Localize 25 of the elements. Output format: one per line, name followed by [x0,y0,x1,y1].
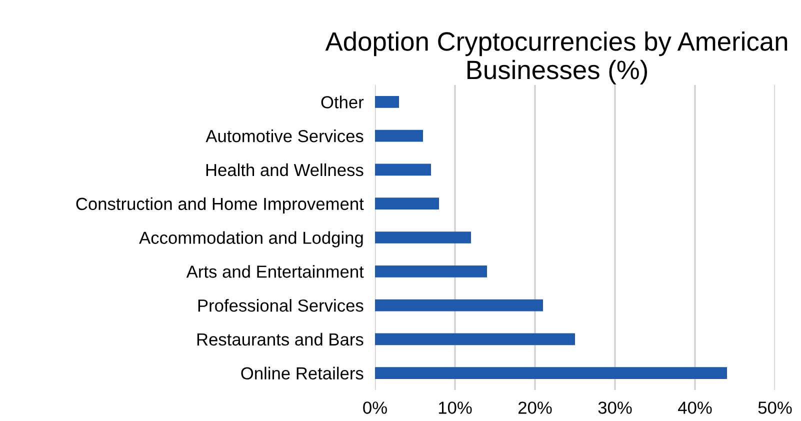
x-tick-label: 10% [438,402,472,414]
x-tick-label: 40% [678,402,712,414]
y-tick-label: Other [321,96,364,108]
bar [375,265,487,278]
y-tick-label: Construction and Home Improvement [76,197,364,214]
bar [375,367,727,379]
bar [375,333,575,346]
bar [375,299,543,312]
y-tick-label: Automotive Services [206,130,364,142]
x-tick-label: 30% [598,402,632,414]
bar [375,130,423,142]
y-tick-label: Arts and Entertainment [186,265,364,278]
y-tick-label: Online Retailers [241,366,364,380]
x-tick-label: 0% [363,402,387,414]
y-tick-label: Health and Wellness [206,163,364,176]
bar [375,96,399,108]
chart-title: Adoption Cryptocurrencies by American Businesses (%) [325,31,788,84]
y-tick-label: Accommodation and Lodging [139,231,363,248]
bar [375,198,439,210]
bar [375,164,431,176]
y-tick-label: Restaurants and Bars [197,332,364,346]
y-tick-label: Professional Services [198,298,364,312]
x-tick-label: 50% [758,402,792,414]
bar [375,232,471,244]
x-tick-label: 20% [518,402,552,414]
